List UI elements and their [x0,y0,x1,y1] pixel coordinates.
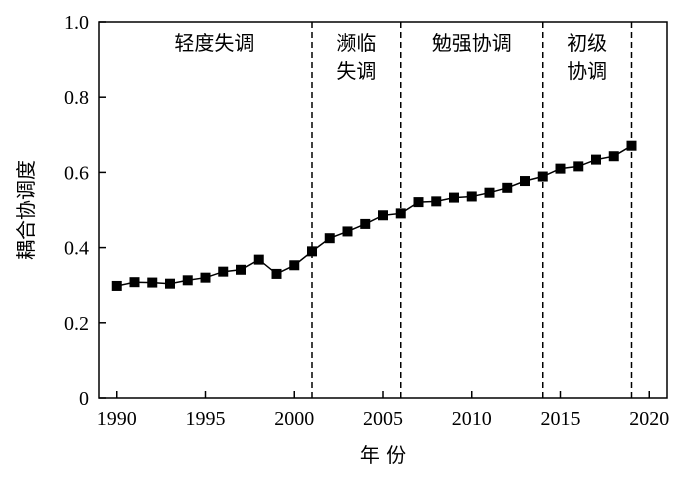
x-tick-label-1995: 1995 [186,408,226,430]
x-tick-label-2000: 2000 [274,408,314,430]
y-tick-label-2: 0.4 [64,238,89,260]
data-point-2005 [378,210,388,221]
x-tick-label-2015: 2015 [541,408,581,430]
phase-label-4-line-1: 初级 [567,31,607,55]
data-point-1992 [147,277,158,288]
y-tick-label-5: 1.0 [64,12,89,34]
x-tick-label-2010: 2010 [452,408,492,430]
series-layer [111,140,637,291]
phase-label-1-line-1: 轻度失调 [174,31,254,55]
data-point-1996 [218,266,229,277]
data-point-2016 [573,161,584,172]
series-line [116,145,632,287]
phase-label-2-line-1: 濒临 [336,31,376,55]
x-tick-label-2020: 2020 [629,408,669,430]
data-point-1995 [200,272,211,283]
data-point-1993 [165,278,175,289]
data-point-1997 [236,264,246,275]
data-point-2000 [289,260,300,271]
x-axis-label: 年 份 [360,443,406,467]
data-point-2008 [431,196,442,207]
phase-label-3-line-1: 勉强协调 [432,31,512,55]
data-point-2012 [502,182,513,193]
phase-label-4-line-2: 协调 [567,59,607,83]
data-point-2007 [413,197,424,208]
data-point-2018 [608,151,619,162]
data-point-2015 [555,163,566,174]
y-axis-ticks: 0 0.2 0.4 0.6 0.8 1.0 [64,12,106,410]
y-tick-label-3: 0.6 [64,162,89,184]
x-axis-ticks: 1990 1995 2000 2005 2010 2015 2020 [97,391,669,430]
x-tick-label-1990: 1990 [97,408,137,430]
data-point-2001 [307,246,317,257]
y-axis-label: 耦合协调度 [14,160,38,260]
data-point-2003 [342,226,353,237]
data-point-2009 [449,192,459,203]
data-point-2006 [395,208,406,219]
x-tick-label-2005: 2005 [363,408,403,430]
phase-dividers [311,22,633,398]
data-point-1991 [129,277,140,288]
data-point-2019 [626,140,637,151]
data-point-2010 [466,191,477,202]
phase-label-2-line-2: 失调 [336,59,376,83]
data-point-2011 [484,187,495,198]
data-point-2002 [324,233,335,244]
data-point-2004 [360,218,371,229]
data-point-1998 [253,254,264,265]
data-point-1994 [182,275,193,286]
y-tick-label-0: 0 [79,388,89,410]
y-tick-label-4: 0.8 [64,87,89,109]
data-point-1990 [111,280,122,291]
data-point-2017 [591,154,601,165]
data-point-1999 [271,268,282,279]
data-point-2014 [537,171,548,182]
data-point-2013 [520,176,530,187]
y-tick-label-1: 0.2 [64,313,89,335]
